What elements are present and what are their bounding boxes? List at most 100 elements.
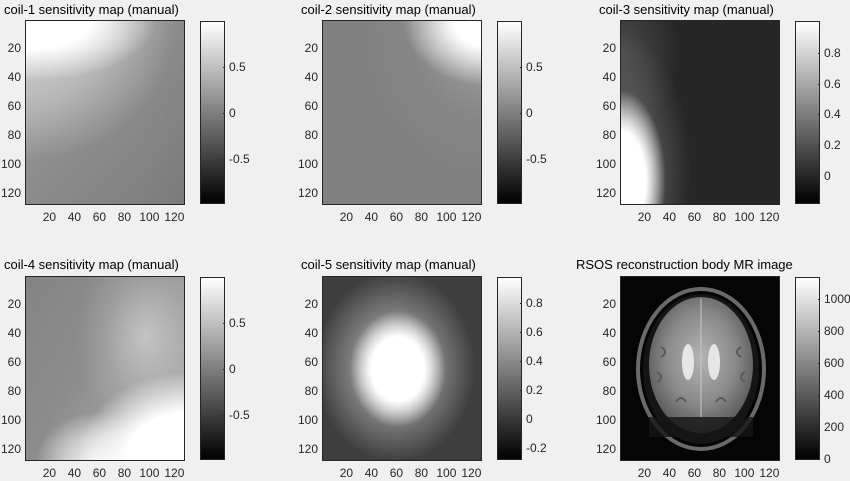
coil-1-colorbar[interactable] [200, 21, 225, 204]
y-tick-label: 120 [0, 185, 21, 200]
colorbar-tick-label: 0.5 [526, 60, 543, 74]
x-tick-label: 120 [461, 210, 482, 224]
colorbar-tick-mark [818, 459, 820, 460]
coil-3-heatmap[interactable] [620, 20, 780, 205]
colorbar-tick-mark [223, 67, 225, 68]
colorbar-tick-mark [818, 145, 820, 146]
brain-mr-image [636, 287, 766, 451]
y-tick-label: 80 [7, 127, 21, 142]
x-tick-label: 100 [139, 466, 160, 480]
x-tick-label: 120 [759, 210, 780, 224]
colorbar-tick-label: 0 [526, 412, 533, 426]
colorbar-tick-mark [520, 113, 522, 114]
x-tick-label: 20 [42, 466, 57, 480]
colorbar-tick-label: -0.5 [229, 408, 250, 422]
rsos-title: RSOS reconstruction body MR image [576, 257, 793, 272]
colorbar-tick-label: 0.5 [229, 316, 246, 330]
colorbar-tick-mark [520, 332, 522, 333]
x-tick-label: 60 [92, 466, 107, 480]
colorbar-tick-label: 0 [229, 106, 236, 120]
colorbar-tick-mark [818, 114, 820, 115]
colorbar-tick-mark [223, 113, 225, 114]
colorbar-tick-label: 200 [824, 420, 845, 434]
colorbar-tick-mark [223, 323, 225, 324]
coil-2-colorbar[interactable] [497, 21, 522, 204]
colorbar-tick-mark [818, 176, 820, 177]
colorbar-tick-label: 0.8 [824, 46, 841, 60]
coil-4-title: coil-4 sensitivity map (manual) [4, 257, 179, 272]
colorbar-tick-mark [818, 299, 820, 300]
x-tick-label: 100 [734, 466, 755, 480]
colorbar-tick-mark [520, 159, 522, 160]
colorbar-tick-label: 0.5 [229, 60, 246, 74]
y-tick-label: 40 [7, 70, 21, 85]
coil-4-heatmap[interactable] [25, 276, 185, 461]
coil-4-colorbar[interactable] [200, 277, 225, 460]
y-tick-label: 100 [0, 156, 21, 171]
x-tick-label: 40 [67, 466, 82, 480]
y-tick-label: 120 [0, 441, 21, 456]
colorbar-tick-label: 0 [824, 169, 831, 183]
coil-2-heatmap[interactable] [322, 20, 482, 205]
x-tick-label: 60 [389, 466, 404, 480]
coil-5-title: coil-5 sensitivity map (manual) [301, 257, 476, 272]
coil-3-title: coil-3 sensitivity map (manual) [599, 2, 774, 17]
x-tick-label: 60 [687, 466, 702, 480]
x-tick-label: 80 [117, 210, 132, 224]
x-tick-label: 40 [364, 210, 379, 224]
y-tick-label: 120 [297, 185, 318, 200]
y-tick-label: 40 [7, 326, 21, 341]
x-tick-label: 80 [414, 210, 429, 224]
colorbar-tick-mark [818, 363, 820, 364]
x-tick-label: 80 [712, 466, 727, 480]
y-tick-label: 20 [304, 41, 318, 56]
coil-5-colorbar[interactable] [497, 277, 522, 460]
x-tick-label: 20 [637, 466, 652, 480]
y-tick-label: 120 [595, 441, 616, 456]
colorbar-tick-label: 0.2 [824, 138, 841, 152]
colorbar-tick-label: -0.5 [526, 152, 547, 166]
y-tick-label: 80 [602, 127, 616, 142]
y-tick-label: 40 [602, 70, 616, 85]
colorbar-tick-mark [520, 303, 522, 304]
coil-3-colorbar[interactable] [795, 21, 820, 204]
coil-1-title: coil-1 sensitivity map (manual) [4, 2, 179, 17]
colorbar-tick-mark [818, 331, 820, 332]
rsos-colorbar[interactable] [795, 277, 820, 460]
colorbar-tick-label: 600 [824, 356, 845, 370]
x-tick-label: 120 [164, 466, 185, 480]
colorbar-tick-label: 1000 [824, 292, 850, 306]
x-tick-label: 40 [662, 210, 677, 224]
x-tick-label: 80 [117, 466, 132, 480]
y-tick-label: 60 [304, 98, 318, 113]
y-tick-label: 100 [595, 412, 616, 427]
colorbar-tick-label: 0.6 [824, 77, 841, 91]
colorbar-tick-mark [520, 390, 522, 391]
y-tick-label: 60 [7, 98, 21, 113]
colorbar-tick-label: 0.8 [526, 296, 543, 310]
coil-5-heatmap[interactable] [322, 276, 482, 461]
x-tick-label: 120 [164, 210, 185, 224]
x-tick-label: 100 [139, 210, 160, 224]
colorbar-tick-mark [223, 369, 225, 370]
rsos-mr-image[interactable] [620, 276, 780, 461]
coil-1-heatmap[interactable] [25, 20, 185, 205]
x-tick-label: 40 [67, 210, 82, 224]
colorbar-tick-mark [520, 361, 522, 362]
x-tick-label: 60 [687, 210, 702, 224]
colorbar-tick-label: 0.2 [526, 383, 543, 397]
x-tick-label: 120 [759, 466, 780, 480]
y-tick-label: 100 [0, 412, 21, 427]
x-tick-label: 20 [42, 210, 57, 224]
x-tick-label: 60 [92, 210, 107, 224]
colorbar-tick-mark [223, 159, 225, 160]
colorbar-tick-mark [520, 419, 522, 420]
x-tick-label: 20 [339, 466, 354, 480]
x-tick-label: 100 [436, 466, 457, 480]
y-tick-label: 60 [602, 354, 616, 369]
colorbar-tick-label: 0.4 [824, 107, 841, 121]
y-tick-label: 40 [304, 70, 318, 85]
y-tick-label: 80 [304, 127, 318, 142]
y-tick-label: 20 [7, 41, 21, 56]
x-tick-label: 40 [662, 466, 677, 480]
